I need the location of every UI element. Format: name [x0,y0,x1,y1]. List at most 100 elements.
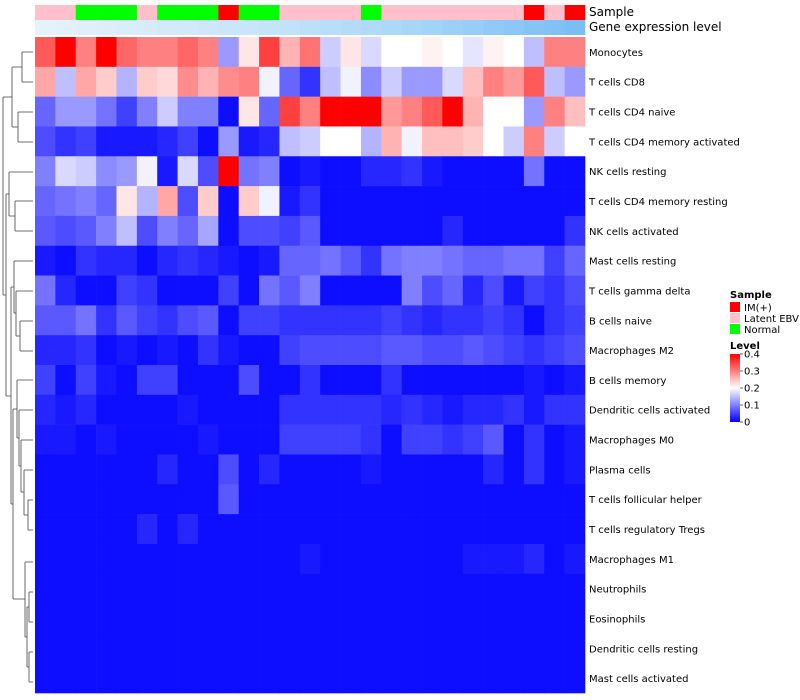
expression-annotation-cell [279,20,301,35]
expression-annotation-cell [442,20,464,35]
heatmap-cell [381,543,402,575]
heatmap-cell [523,514,545,545]
heatmap-cell [177,543,199,575]
heatmap-cell [564,66,586,97]
expression-annotation-cell [523,20,545,35]
heatmap-cell [157,543,178,575]
expression-annotation-cell [320,20,341,35]
heatmap-cell [401,275,423,306]
heatmap-cell [55,663,77,694]
heatmap-cell [116,633,138,664]
heatmap-cell [442,275,464,306]
heatmap-cell [238,603,260,634]
heatmap-cell [96,543,117,575]
heatmap-cell [564,245,586,276]
expression-annotation-cell [197,20,219,35]
legend-sample-title: Sample [730,290,772,301]
sample-annotation-cell [381,5,402,20]
row-label: T cells CD4 memory resting [588,197,728,208]
heatmap-cell [197,186,219,217]
heatmap-cell [55,394,77,425]
heatmap-cell [218,573,240,604]
heatmap-cell [279,514,301,545]
heatmap-cell [360,633,382,664]
heatmap-cell [136,514,158,545]
heatmap-cell [96,633,117,664]
heatmap-cell [442,365,464,396]
heatmap-cell [544,66,565,97]
heatmap-cell [197,156,219,187]
heatmap-cell [279,215,301,247]
heatmap-cell [523,484,545,515]
heatmap-cell [320,454,341,485]
sample-annotation-cell [442,5,464,20]
heatmap-cell [442,156,464,187]
heatmap-cell [299,365,321,396]
heatmap-cell [136,66,158,97]
heatmap-cell [197,454,219,485]
legend-tick-label: 0.4 [744,350,760,361]
row-label: Dendritic cells resting [589,644,698,655]
heatmap-cell [544,543,565,575]
expression-annotation-cell [259,20,280,35]
heatmap-cell [35,305,56,336]
heatmap-cell [177,335,199,366]
heatmap-cell [96,156,117,187]
row-label: Macrophages M2 [589,346,674,357]
heatmap-cell [422,394,443,425]
heatmap-cell [177,215,199,247]
heatmap-cell [401,514,423,545]
heatmap-cell [177,663,199,694]
heatmap-cell [360,215,382,247]
heatmap-cell [320,365,341,396]
heatmap-cell [197,573,219,604]
heatmap-cell [75,484,97,515]
heatmap-cell [218,543,240,575]
row-label: Plasma cells [589,465,651,476]
heatmap-cell [320,543,341,575]
heatmap-cell [177,275,199,306]
row-label: Mast cells activated [589,674,688,685]
heatmap-cell [279,394,301,425]
sample-annotation-cell [462,5,484,20]
heatmap-cell [218,484,240,515]
heatmap-cell [259,454,280,485]
heatmap-cell [238,543,260,575]
heatmap-cell [564,275,586,306]
heatmap-cell [157,514,178,545]
heatmap-cell [157,245,178,276]
heatmap-cell [360,365,382,396]
heatmap-cell [320,275,341,306]
heatmap-cell [360,245,382,276]
heatmap-cell [483,96,504,127]
heatmap-cell [259,96,280,127]
heatmap-cell [523,215,545,247]
row-label: T cells regulatory Tregs [588,525,705,536]
heatmap-cell [381,484,402,515]
heatmap-cell [55,365,77,396]
heatmap-cell [462,126,484,157]
heatmap-cell [503,454,525,485]
heatmap-cell [483,37,504,68]
heatmap-cell [442,454,464,485]
heatmap-cell [136,96,158,127]
heatmap-cell [238,156,260,187]
heatmap-cell [422,454,443,485]
heatmap-cell [340,126,362,157]
heatmap-cell [55,245,77,276]
heatmap-cell [442,245,464,276]
expression-annotation-cell [136,20,158,35]
expression-annotation-label: Gene expression level [589,20,722,34]
heatmap-cell [177,603,199,634]
heatmap-cell [483,663,504,694]
heatmap-cell [564,305,586,336]
heatmap-cell [279,126,301,157]
heatmap-cell [401,335,423,366]
heatmap-cell [238,37,260,68]
heatmap-cell [157,126,178,157]
expression-annotation-cell [360,20,382,35]
heatmap-cell [218,37,240,68]
heatmap-cell [360,275,382,306]
sample-annotation-cell [136,5,158,20]
heatmap-cell [238,663,260,694]
